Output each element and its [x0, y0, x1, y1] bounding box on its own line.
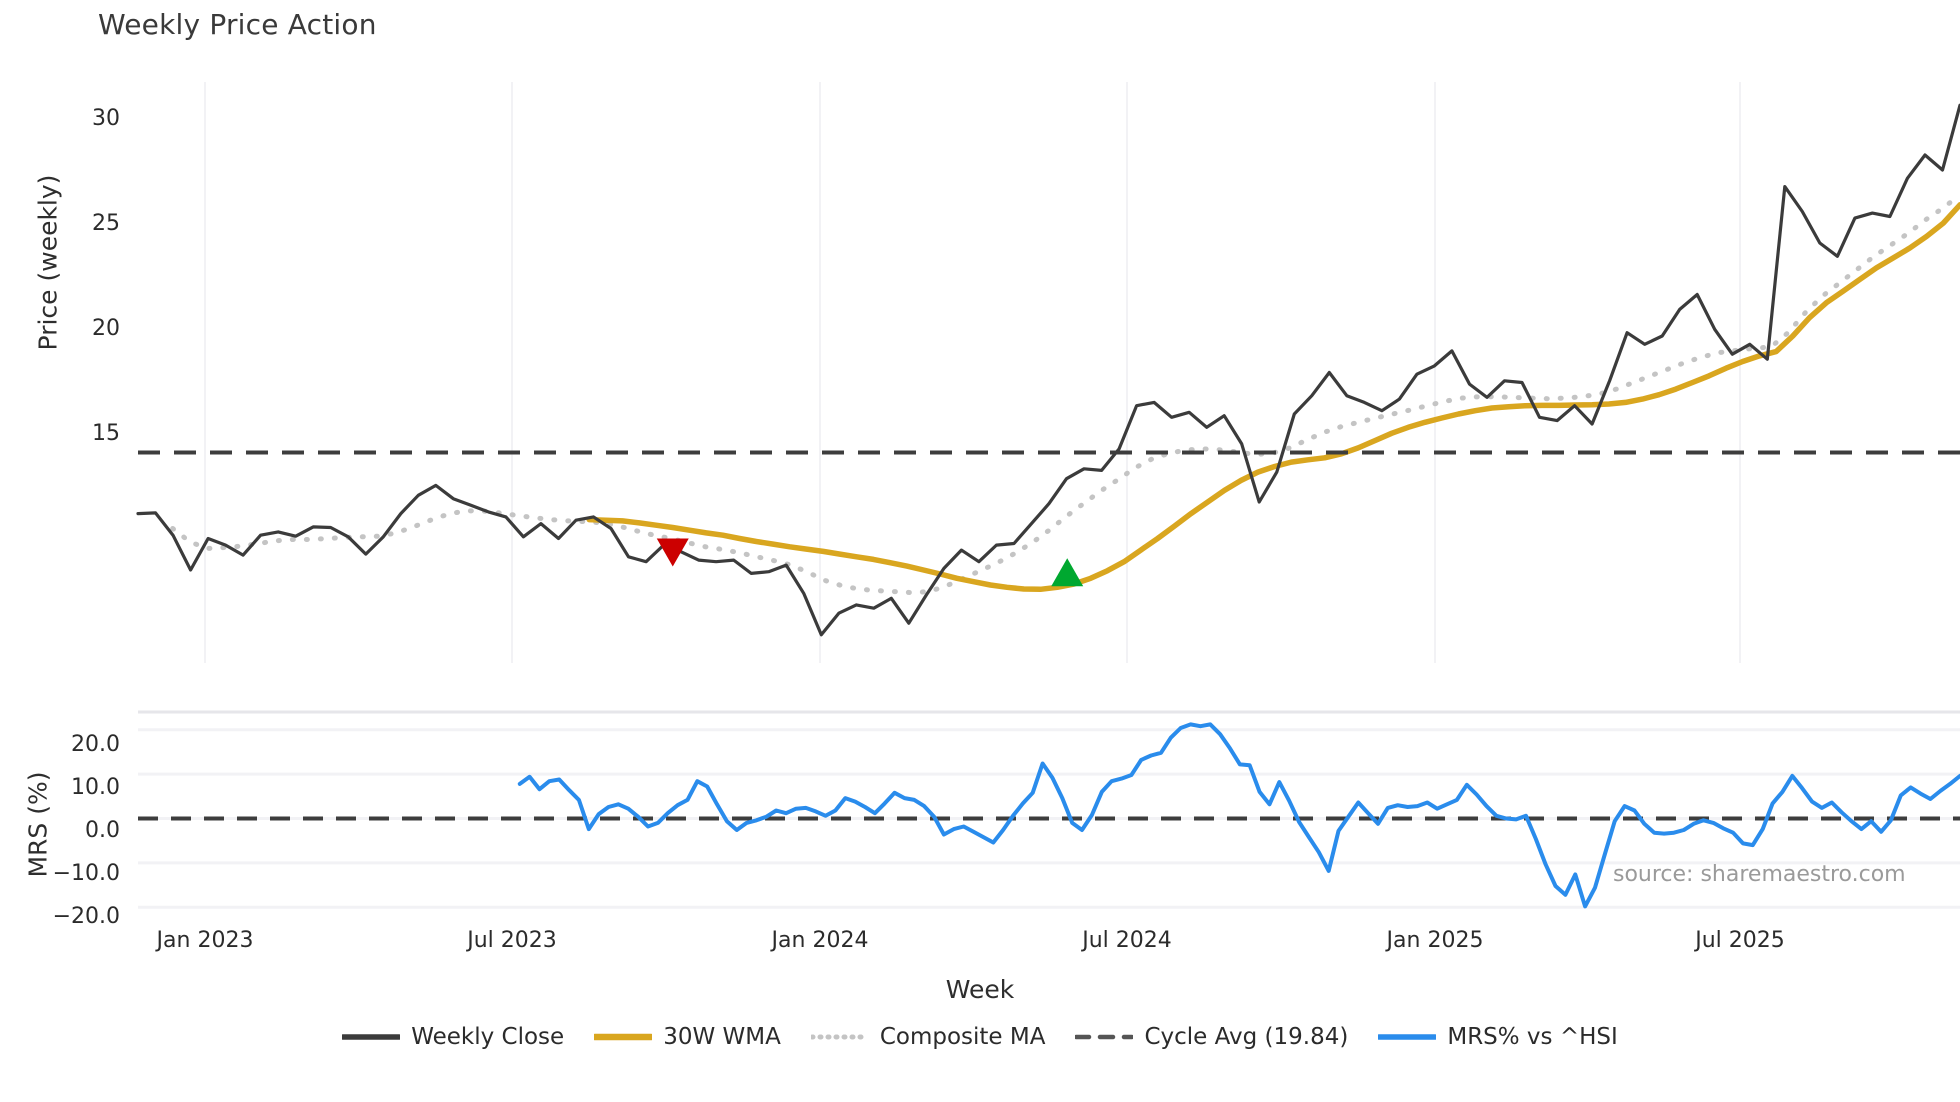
x-tick-1: Jul 2023	[467, 928, 557, 953]
price-tick-0: 30	[92, 106, 120, 131]
x-axis-label: Week	[945, 975, 1015, 1004]
price-tick-3: 15	[92, 421, 120, 446]
legend-swatch-icon	[810, 1034, 869, 1040]
mrs-line	[517, 722, 1960, 909]
source-watermark: source: sharemaestro.com	[1613, 862, 1906, 887]
composite-ma-line	[170, 192, 1960, 596]
legend-label: Weekly Close	[411, 1024, 565, 1050]
page-title: Weekly Price Action	[98, 8, 377, 41]
wma-line	[586, 202, 1960, 593]
x-tick-4: Jan 2025	[1386, 928, 1484, 953]
legend-label: 30W WMA	[663, 1024, 781, 1050]
legend-swatch-icon	[1075, 1034, 1134, 1040]
legend-item-1[interactable]: 30W WMA	[594, 1024, 781, 1050]
price-tick-2: 20	[92, 316, 120, 341]
legend-label: Composite MA	[879, 1024, 1046, 1050]
chart-legend: Weekly Close 30W WMA Composite MA Cycle Avg…	[0, 1024, 1960, 1050]
legend-swatch-icon	[342, 1034, 401, 1040]
mrs-tick-3: −10.0	[52, 861, 120, 886]
mrs-tick-2: 0.0	[85, 818, 120, 843]
sell-signal-marker	[656, 538, 689, 567]
weekly-close-line	[136, 103, 1960, 637]
x-tick-5: Jul 2025	[1695, 928, 1785, 953]
legend-swatch-icon	[594, 1033, 653, 1041]
mrs-tick-1: 10.0	[71, 775, 120, 800]
legend-item-3[interactable]: Cycle Avg (19.84)	[1075, 1024, 1348, 1050]
legend-item-2[interactable]: Composite MA	[810, 1024, 1046, 1050]
mrs-tick-0: 20.0	[71, 732, 120, 757]
x-tick-2: Jan 2024	[771, 928, 869, 953]
mrs-tick-4: −20.0	[52, 904, 120, 929]
price-tick-1: 25	[92, 211, 120, 236]
legend-label: MRS% vs ^HSI	[1447, 1024, 1618, 1050]
legend-swatch-icon	[1378, 1034, 1437, 1040]
x-tick-3: Jul 2024	[1082, 928, 1172, 953]
legend-item-4[interactable]: MRS% vs ^HSI	[1378, 1024, 1618, 1050]
legend-label: Cycle Avg (19.84)	[1144, 1024, 1349, 1050]
buy-signal-marker	[1051, 558, 1084, 587]
x-tick-0: Jan 2023	[156, 928, 254, 953]
legend-item-0[interactable]: Weekly Close	[342, 1024, 564, 1050]
